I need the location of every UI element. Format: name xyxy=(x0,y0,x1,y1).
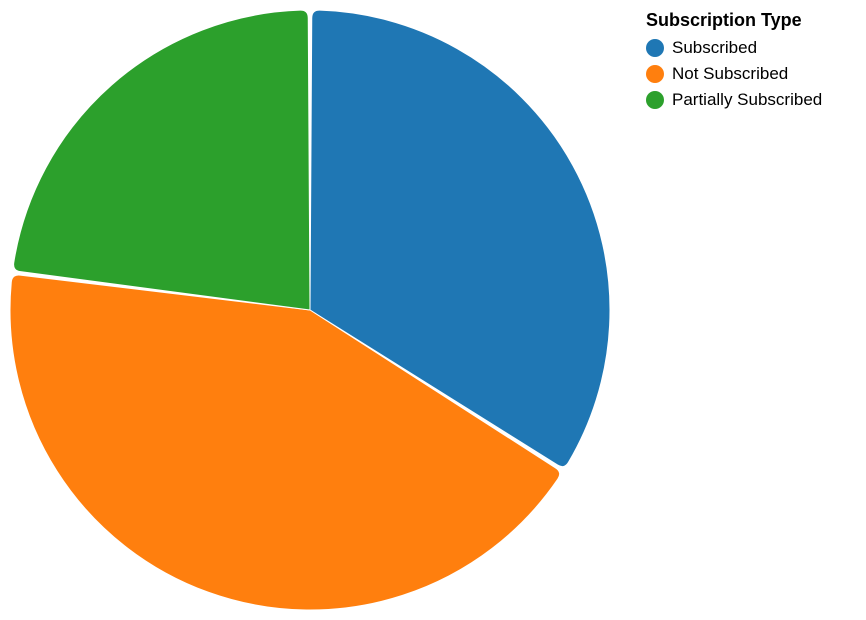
legend-items: Subscribed Not Subscribed Partially Subscr… xyxy=(646,35,862,113)
legend-item-partially-subscribed: Partially Subscribed xyxy=(646,87,862,113)
legend-label: Partially Subscribed xyxy=(672,90,823,109)
legend-item-subscribed: Subscribed xyxy=(646,35,862,61)
legend-item-not-subscribed: Not Subscribed xyxy=(646,61,862,87)
legend-swatch-icon xyxy=(646,65,664,83)
legend-title: Subscription Type xyxy=(646,10,802,30)
pie-slice-not-subscribed xyxy=(9,274,561,611)
pie-slice-subscribed xyxy=(309,9,611,468)
pie-slice-partially-subscribed xyxy=(13,9,311,311)
legend-swatch-icon xyxy=(646,39,664,57)
legend-label: Subscribed xyxy=(672,38,758,57)
legend-swatch-icon xyxy=(646,91,664,109)
legend-label: Not Subscribed xyxy=(672,64,789,83)
legend: Subscription Type Subscribed Not Subscrib… xyxy=(646,9,862,113)
